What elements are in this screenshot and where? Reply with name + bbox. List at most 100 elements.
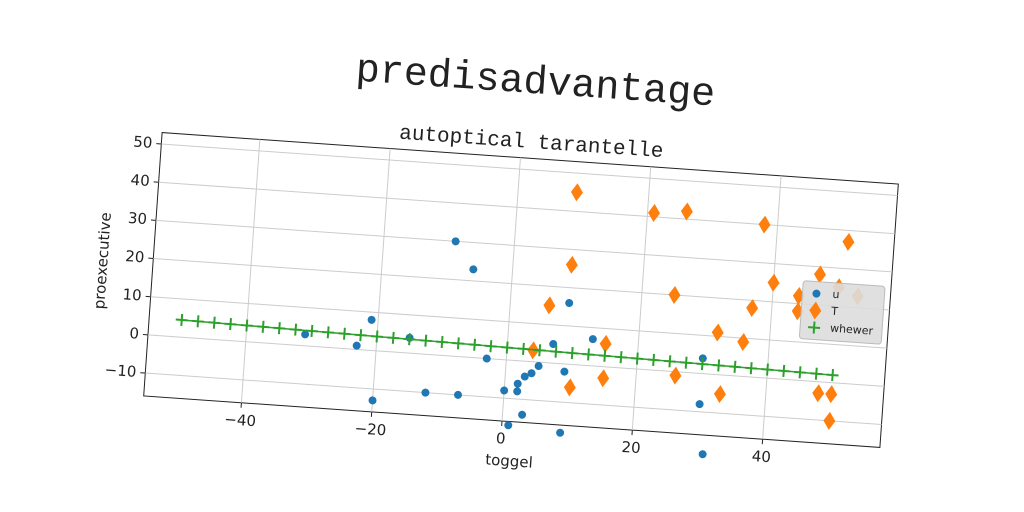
point — [500, 386, 509, 395]
point — [758, 215, 771, 234]
legend-marker — [808, 321, 821, 334]
point — [599, 334, 612, 353]
point — [482, 354, 491, 363]
y-tick-label: −10 — [104, 361, 137, 381]
point — [305, 324, 318, 338]
point — [352, 341, 361, 350]
point — [501, 341, 514, 354]
grid-line — [762, 175, 782, 440]
point — [451, 237, 460, 246]
point — [810, 367, 823, 380]
point — [614, 351, 628, 364]
legend-marker — [809, 301, 822, 320]
point — [208, 316, 221, 329]
point — [513, 387, 522, 396]
point — [527, 369, 536, 378]
point — [696, 357, 709, 371]
point — [631, 352, 644, 365]
point — [421, 388, 430, 397]
grid-line — [240, 139, 261, 403]
point — [695, 400, 704, 409]
grid-line — [150, 296, 887, 349]
point — [468, 338, 481, 351]
point — [737, 332, 750, 351]
point — [273, 322, 286, 335]
point — [301, 330, 310, 339]
point — [240, 319, 253, 332]
x-tick-label: 0 — [495, 429, 506, 448]
point — [793, 366, 807, 379]
point — [175, 313, 188, 327]
point — [322, 326, 335, 339]
point — [563, 378, 576, 397]
point — [812, 384, 825, 403]
legend-label: whewer — [830, 322, 874, 338]
x-tick-label: 20 — [621, 438, 641, 457]
point — [454, 390, 463, 399]
y-tick-label: 40 — [130, 171, 150, 190]
point — [518, 410, 527, 419]
x-tick-label: 40 — [751, 447, 771, 466]
legend-marker — [812, 289, 821, 298]
point — [556, 428, 565, 437]
y-tick-label: 50 — [133, 133, 153, 152]
plot-group: predisadvantage autoptical tarantelle −4… — [90, 49, 899, 472]
legend-label: T — [830, 305, 839, 319]
point — [570, 183, 583, 202]
point — [257, 320, 270, 333]
point — [289, 323, 302, 336]
point — [419, 334, 432, 347]
point — [543, 296, 556, 315]
point — [469, 265, 478, 274]
point — [582, 348, 595, 361]
point — [728, 360, 742, 373]
point — [712, 359, 725, 372]
y-tick-label: 0 — [129, 324, 140, 343]
point — [520, 372, 529, 381]
point — [224, 318, 237, 331]
point — [560, 367, 569, 376]
point — [387, 331, 400, 344]
point — [767, 273, 780, 292]
point — [663, 355, 676, 368]
point — [338, 327, 351, 340]
point — [549, 345, 563, 358]
point — [368, 396, 377, 405]
point — [713, 385, 726, 404]
y-tick-label: 20 — [125, 247, 145, 266]
point — [746, 299, 759, 318]
point — [823, 411, 836, 430]
point — [647, 353, 660, 366]
point — [669, 366, 682, 385]
grid-line — [631, 166, 652, 431]
point — [791, 302, 804, 321]
grid-line — [155, 219, 893, 273]
point — [484, 340, 497, 353]
grid-line — [371, 148, 391, 412]
y-tick-label: 10 — [122, 285, 142, 304]
point — [403, 333, 416, 346]
point — [680, 202, 693, 221]
point — [534, 362, 543, 371]
x-axis-label: toggel — [485, 450, 534, 471]
point — [680, 356, 693, 369]
point — [597, 369, 610, 388]
point — [565, 298, 574, 307]
point — [745, 362, 758, 375]
point — [354, 329, 367, 342]
point — [792, 287, 805, 305]
point — [711, 323, 724, 342]
point — [761, 363, 774, 376]
point — [367, 315, 376, 324]
point — [842, 232, 855, 251]
x-tick-label: −40 — [224, 410, 257, 430]
legend-box — [798, 280, 886, 345]
y-axis-label: proexecutive — [90, 212, 115, 310]
point — [191, 315, 205, 328]
point — [826, 369, 839, 382]
point — [598, 349, 611, 362]
grid-line — [501, 157, 521, 422]
point — [813, 265, 826, 284]
grid-line — [153, 258, 890, 311]
